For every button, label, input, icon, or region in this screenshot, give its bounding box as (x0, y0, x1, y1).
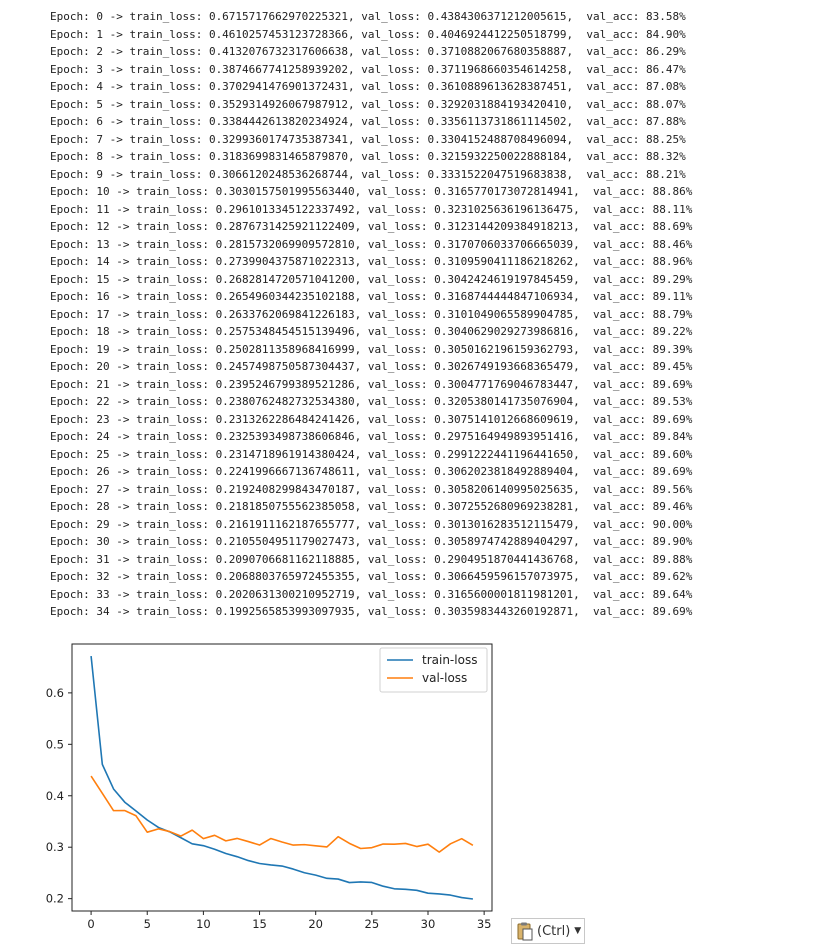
log-line: Epoch: 18 -> train_loss: 0.2575348454515… (50, 325, 693, 338)
x-tick-label: 5 (144, 917, 151, 931)
log-line: Epoch: 13 -> train_loss: 0.2815732069909… (50, 237, 693, 251)
log-line: Epoch: 19 -> train_loss: 0.2502811358968… (50, 342, 693, 356)
log-line: Epoch: 15 -> train_loss: 0.2682814720571… (50, 272, 693, 286)
log-line: Epoch: 1 -> train_loss: 0.46102574531237… (50, 27, 686, 41)
log-line: Epoch: 24 -> train_loss: 0.2325393498738… (50, 430, 693, 443)
log-line: Epoch: 20 -> train_loss: 0.2457498750587… (50, 360, 693, 373)
y-tick-label: 0.4 (46, 789, 64, 803)
paste-options-label: (Ctrl) (537, 923, 571, 939)
log-line: Epoch: 11 -> train_loss: 0.2961013345122… (50, 202, 693, 216)
log-line: Epoch: 10 -> train_loss: 0.3030157501995… (50, 185, 693, 198)
log-line: Epoch: 29 -> train_loss: 0.2161911162187… (50, 517, 693, 531)
log-line: Epoch: 26 -> train_loss: 0.2241996667136… (50, 465, 693, 478)
log-line: Epoch: 4 -> train_loss: 0.37029414769013… (50, 80, 686, 93)
log-line: Epoch: 25 -> train_loss: 0.2314718961914… (50, 447, 693, 461)
chevron-down-icon: ▼ (574, 926, 582, 936)
log-line: Epoch: 16 -> train_loss: 0.2654960344235… (50, 290, 693, 303)
log-line: Epoch: 22 -> train_loss: 0.2380762482732… (50, 395, 693, 408)
log-line: Epoch: 14 -> train_loss: 0.2739904375871… (50, 255, 693, 268)
paste-options-button[interactable]: (Ctrl) ▼ (511, 918, 585, 944)
log-line: Epoch: 3 -> train_loss: 0.38746677412589… (50, 62, 686, 76)
log-line: Epoch: 12 -> train_loss: 0.2876731425921… (50, 220, 693, 233)
y-tick-label: 0.2 (46, 892, 64, 906)
legend-label: val-loss (422, 671, 467, 685)
log-line: Epoch: 33 -> train_loss: 0.2020631300210… (50, 587, 693, 601)
x-tick-label: 10 (196, 917, 211, 931)
log-line: Epoch: 21 -> train_loss: 0.2395246799389… (50, 377, 693, 391)
log-line: Epoch: 32 -> train_loss: 0.2068803765972… (50, 570, 693, 583)
log-line: Epoch: 23 -> train_loss: 0.2313262286484… (50, 412, 693, 426)
log-line: Epoch: 8 -> train_loss: 0.31836998314658… (50, 150, 686, 163)
clipboard-icon (515, 921, 535, 941)
log-line: Epoch: 0 -> train_loss: 0.67157176629702… (50, 10, 686, 23)
log-line: Epoch: 17 -> train_loss: 0.2633762069841… (50, 307, 693, 321)
training-log: Epoch: 0 -> train_loss: 0.67157176629702… (50, 8, 692, 621)
log-line: Epoch: 28 -> train_loss: 0.2181850755562… (50, 500, 693, 513)
series-line-train-loss (90, 655, 474, 900)
x-tick-label: 35 (477, 917, 492, 931)
x-tick-label: 30 (421, 917, 436, 931)
log-line: Epoch: 9 -> train_loss: 0.30661202485362… (50, 167, 686, 181)
x-tick-label: 15 (252, 917, 267, 931)
log-line: Epoch: 5 -> train_loss: 0.35293149260679… (50, 97, 686, 111)
y-tick-label: 0.5 (46, 737, 64, 751)
log-line: Epoch: 27 -> train_loss: 0.2192408299843… (50, 482, 693, 496)
log-line: Epoch: 2 -> train_loss: 0.41320767323176… (50, 45, 686, 58)
log-line: Epoch: 30 -> train_loss: 0.2105504951179… (50, 535, 693, 548)
plot-frame (71, 643, 493, 912)
x-tick-label: 20 (308, 917, 323, 931)
loss-chart: 0 5 10 15 20 25 30 35 0.2 0.3 0.4 0.5 0.6 train-loss v… (0, 632, 520, 946)
legend-label: train-loss (422, 653, 477, 667)
log-line: Epoch: 7 -> train_loss: 0.32993601747353… (50, 132, 686, 146)
log-line: Epoch: 31 -> train_loss: 0.2090706681162… (50, 552, 693, 566)
y-tick-label: 0.6 (46, 686, 64, 700)
series-line-val-loss (90, 775, 474, 853)
y-tick-label: 0.3 (46, 840, 64, 854)
log-line: Epoch: 6 -> train_loss: 0.33844426138202… (50, 115, 686, 128)
log-line: Epoch: 34 -> train_loss: 0.1992565853993… (50, 605, 693, 618)
legend-box (379, 647, 488, 693)
loss-chart-svg: 0 5 10 15 20 25 30 35 0.2 0.3 0.4 0.5 0.6 train-loss v… (46, 643, 493, 931)
x-tick-label: 0 (87, 917, 94, 931)
x-tick-label: 25 (365, 917, 380, 931)
